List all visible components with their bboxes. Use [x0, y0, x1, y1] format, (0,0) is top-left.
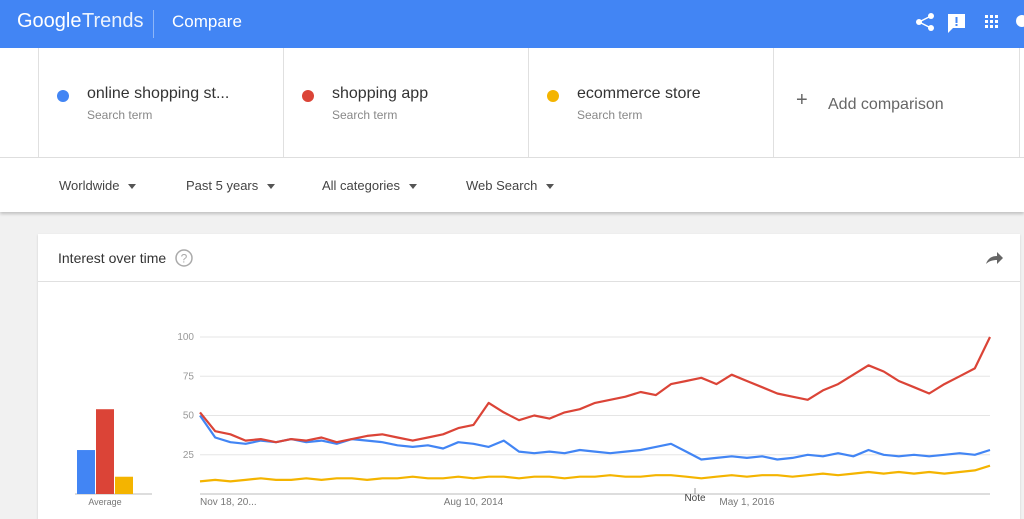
product: Trends: [82, 10, 144, 32]
term-dot: [547, 90, 559, 102]
feedback-icon[interactable]: [948, 14, 965, 33]
filters: Worldwide Past 5 years All categories We…: [0, 158, 1024, 212]
series-line: [199, 414, 991, 461]
term-dot: [302, 90, 314, 102]
search-term[interactable]: online shopping st... Search term: [38, 48, 284, 157]
page-title: Compare: [172, 12, 242, 31]
card-divider: [38, 281, 1020, 282]
filter[interactable]: Web Search: [466, 178, 554, 193]
x-tick-label: May 1, 2016: [719, 497, 774, 508]
brand: Google: [17, 10, 82, 32]
x-tick-label: Nov 18, 20...: [200, 497, 257, 508]
series-line: [199, 336, 991, 444]
term-name: ecommerce store: [577, 85, 701, 102]
apps-icon[interactable]: [985, 15, 998, 28]
term-kind: Search term: [87, 108, 153, 122]
add-comparison[interactable]: + Add comparison: [773, 48, 1020, 157]
plus-icon: +: [796, 89, 808, 111]
filter[interactable]: Past 5 years: [186, 178, 275, 193]
series-line: [199, 464, 991, 483]
bar: [115, 476, 133, 494]
filter[interactable]: Worldwide: [59, 178, 136, 193]
svg-text:?: ?: [181, 252, 188, 266]
search-term[interactable]: ecommerce store Search term: [528, 48, 774, 157]
term-name: online shopping st...: [87, 85, 230, 102]
add-comparison-label: Add comparison: [828, 96, 944, 113]
y-tick-label: 75: [183, 371, 195, 382]
header-icons: [916, 13, 1024, 33]
card: Interest over time ? 25 50 75 100 Nov 18, 20…: [38, 234, 1020, 519]
bar: [96, 409, 114, 494]
term-dot: [57, 90, 69, 102]
chart: 25 50 75 100 Nov 18, 20... Aug 10, 2014 May 1,…: [75, 332, 991, 508]
term-kind: Search term: [332, 108, 398, 122]
top-bar: Google Trends Compare: [0, 0, 1024, 48]
bar-x-label: Average: [88, 497, 121, 507]
card-title: Interest over time: [58, 250, 167, 266]
term-name: shopping app: [332, 85, 429, 102]
account-icon[interactable]: [1016, 15, 1024, 27]
share-chart-icon[interactable]: [984, 250, 1004, 268]
help-icon[interactable]: ?: [174, 248, 194, 268]
y-tick-label: 50: [183, 411, 195, 422]
x-tick-label: Aug 10, 2014: [444, 497, 504, 508]
note-label: Note: [684, 493, 706, 504]
search-terms: online shopping st... Search term shopping…: [0, 48, 1024, 158]
bar: [77, 450, 95, 494]
filter[interactable]: All categories: [322, 178, 417, 193]
y-tick-label: 100: [177, 332, 194, 343]
y-tick-label: 25: [183, 450, 195, 461]
share-icon[interactable]: [916, 13, 934, 31]
divider: [153, 10, 154, 38]
search-term[interactable]: shopping app Search term: [283, 48, 529, 157]
term-kind: Search term: [577, 108, 643, 122]
